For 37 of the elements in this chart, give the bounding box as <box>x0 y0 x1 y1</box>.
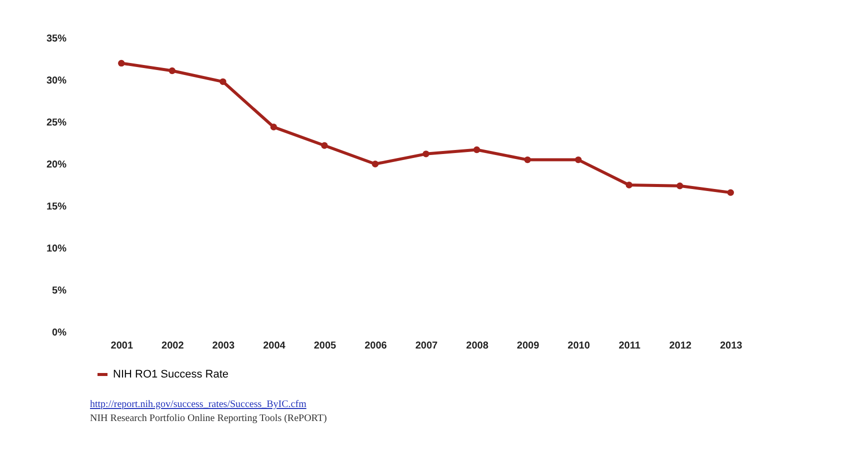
point <box>574 156 582 164</box>
legend-label: NIH RO1 Success Rate <box>113 368 229 380</box>
y-tick-label: 0% <box>52 328 67 338</box>
x-tick-label: 2013 <box>720 340 743 352</box>
point <box>220 78 226 86</box>
x-tick-label: 2008 <box>466 340 489 352</box>
y-tick-label: 10% <box>46 244 67 254</box>
point <box>524 156 531 164</box>
x-tick-label: 2007 <box>415 340 438 352</box>
y-tick-label: 5% <box>52 286 67 296</box>
x-tick-label: 2003 <box>212 340 235 352</box>
x-tick-label: 2005 <box>314 340 337 352</box>
x-tick-label: 2006 <box>364 340 388 352</box>
text: NIH Research Portfolio Online Reporting Tools (RePORT) <box>90 412 327 426</box>
point <box>473 146 480 154</box>
x-tick-label: 2012 <box>669 340 692 352</box>
x-tick-label: 2001 <box>110 340 134 352</box>
x-tick-label: 2004 <box>263 340 286 352</box>
x-tick-label: 2010 <box>568 340 590 352</box>
point <box>321 142 328 149</box>
point <box>118 60 125 67</box>
point <box>270 124 278 130</box>
text: http://report.nih.gov/success_rates/Success_ByIC.cfm <box>90 398 308 412</box>
point <box>168 67 176 74</box>
x-tick-label: 2011 <box>618 340 641 352</box>
y-tick-label: 35% <box>46 34 67 44</box>
point <box>676 182 684 190</box>
y-tick-label: 15% <box>46 202 67 212</box>
point <box>727 189 734 196</box>
y-tick-label: 30% <box>46 76 67 86</box>
x-tick-label: 2002 <box>162 340 184 352</box>
y-tick-label: 20% <box>46 160 67 170</box>
y-tick-label: 25% <box>46 118 67 128</box>
point <box>422 150 430 158</box>
point <box>626 182 632 188</box>
point <box>372 160 379 168</box>
x-tick-label: 2009 <box>516 340 540 352</box>
